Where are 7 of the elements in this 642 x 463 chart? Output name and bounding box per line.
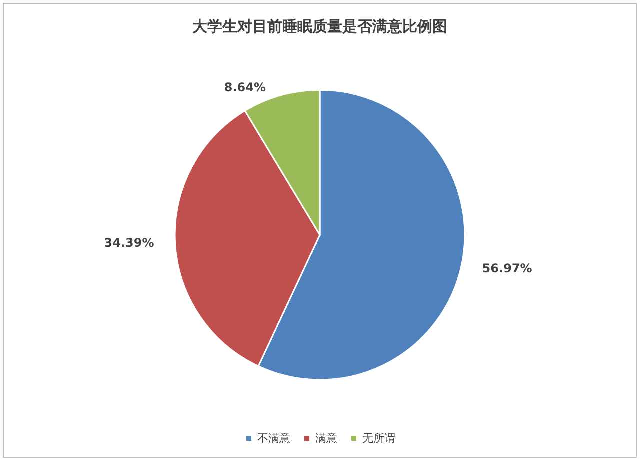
- data-label: 8.64%: [224, 80, 266, 95]
- legend-label: 不满意: [258, 432, 290, 445]
- data-label: 34.39%: [104, 236, 154, 250]
- legend-label: 无所谓: [362, 432, 396, 445]
- legend-label: 满意: [316, 432, 338, 445]
- data-label: 56.97%: [482, 261, 532, 276]
- chart-title: 大学生对目前睡眠质量是否满意比例图: [192, 18, 448, 36]
